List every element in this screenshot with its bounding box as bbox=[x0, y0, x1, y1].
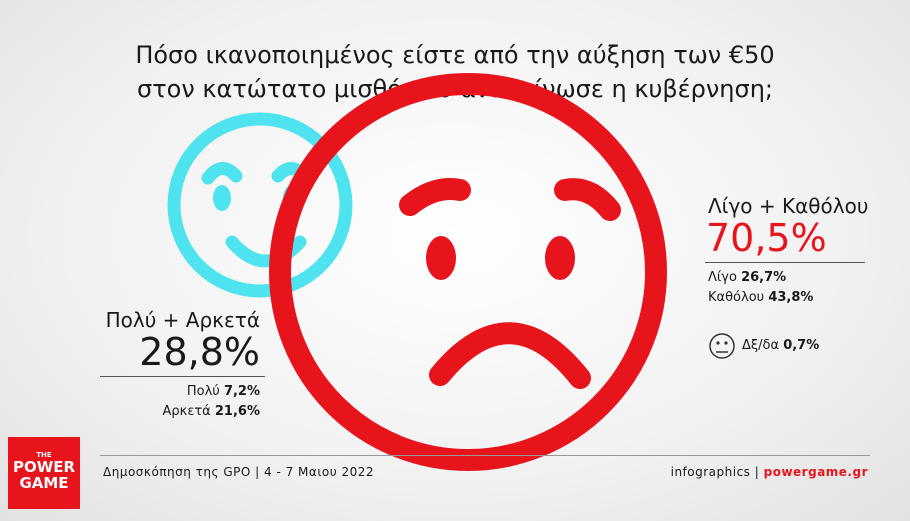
title-line: Πόσο ικανοποιημένος είστε από την αύξηση… bbox=[135, 41, 775, 69]
divider bbox=[705, 262, 865, 263]
satisfied-total: 28,8% bbox=[139, 330, 260, 374]
item: Αρκετά 21,6% bbox=[163, 404, 260, 419]
dissatisfied-label: Λίγο + Καθόλου bbox=[708, 194, 869, 218]
item-label: Καθόλου bbox=[708, 290, 765, 305]
item-value: 21,6% bbox=[214, 404, 260, 419]
no-answer: Δξ/δα 0,7% bbox=[742, 338, 819, 353]
item-value: 0,7% bbox=[783, 338, 820, 353]
logo-line: POWER bbox=[12, 458, 76, 476]
credit: infographics | powergame.gr bbox=[671, 465, 868, 479]
happy-face bbox=[167, 112, 353, 298]
item: Καθόλου 43,8% bbox=[708, 290, 813, 305]
source: Δημοσκόπηση της GPO | 4 - 7 Μαιου 2022 bbox=[103, 465, 375, 479]
neutral-icon bbox=[709, 333, 735, 359]
logo-line: THE bbox=[36, 451, 52, 459]
item-value: 7,2% bbox=[223, 384, 260, 399]
satisfied-label: Πολύ + Αρκετά bbox=[105, 308, 260, 332]
item-label: Αρκετά bbox=[162, 404, 211, 419]
divider bbox=[100, 376, 265, 377]
site: powergame.gr bbox=[763, 465, 868, 479]
logo: THE POWER GAME bbox=[8, 437, 80, 509]
sad-eyes bbox=[426, 236, 575, 280]
item-value: 43,8% bbox=[768, 290, 814, 305]
footer-rule bbox=[100, 455, 870, 456]
item: Λίγο 26,7% bbox=[708, 270, 786, 285]
item-label: Δξ/δα bbox=[742, 338, 780, 353]
sad-face bbox=[269, 73, 667, 471]
dissatisfied-total: 70,5% bbox=[706, 216, 827, 260]
credit-text: infographics | bbox=[670, 465, 760, 479]
logo-line: GAME bbox=[19, 474, 69, 492]
item-value: 26,7% bbox=[741, 270, 787, 285]
item-label: Πολύ bbox=[186, 384, 220, 399]
neutral-eyes bbox=[716, 341, 728, 345]
item: Πολύ 7,2% bbox=[187, 384, 260, 399]
item-label: Λίγο bbox=[708, 270, 737, 285]
